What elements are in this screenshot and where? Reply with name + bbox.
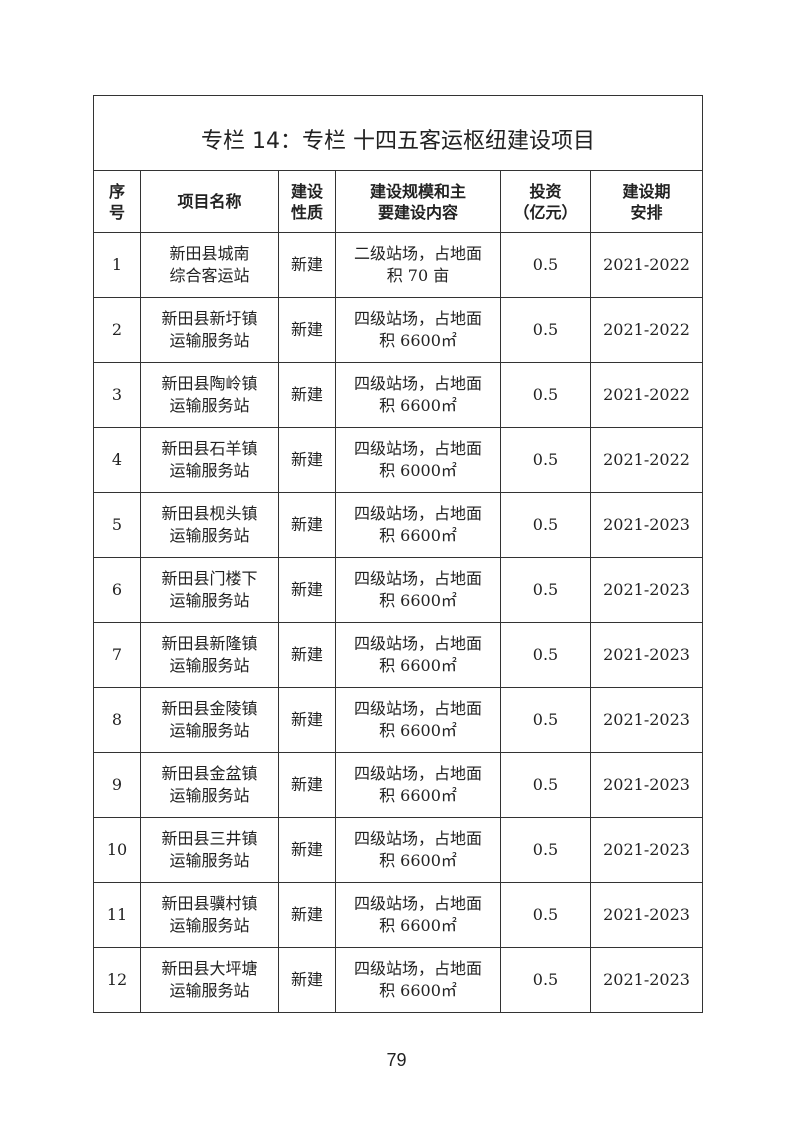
cell-period: 2021-2023	[589, 557, 704, 623]
cell-no: 5	[93, 492, 141, 558]
cell-type: 新建	[278, 817, 336, 883]
table-row: 1 新田县城南 综合客运站 新建 二级站场，占地面积 70 亩 0.5 2021-2022	[93, 232, 704, 298]
cell-name: 新田县新圩镇 运输服务站	[140, 297, 279, 363]
cell-name: 新田县骥村镇 运输服务站	[140, 882, 279, 948]
cell-type: 新建	[278, 297, 336, 363]
cell-no: 8	[93, 687, 141, 753]
cell-invest: 0.5	[500, 687, 591, 753]
cell-invest: 0.5	[500, 232, 591, 298]
cell-invest: 0.5	[500, 297, 591, 363]
header-no: 序号	[93, 170, 141, 233]
header-invest: 投资 （亿元）	[500, 170, 591, 233]
table-row: 6 新田县门楼下 运输服务站 新建 四级站场，占地面积 6600㎡ 0.5 2021-202…	[93, 557, 704, 623]
cell-no: 4	[93, 427, 141, 493]
cell-invest: 0.5	[500, 947, 591, 1013]
cell-scale: 四级站场，占地面积 6600㎡	[335, 557, 501, 623]
cell-name: 新田县大坪塘 运输服务站	[140, 947, 279, 1013]
cell-name: 新田县门楼下 运输服务站	[140, 557, 279, 623]
cell-period: 2021-2023	[589, 882, 704, 948]
cell-name: 新田县石羊镇 运输服务站	[140, 427, 279, 493]
cell-no: 7	[93, 622, 141, 688]
cell-period: 2021-2023	[589, 947, 704, 1013]
cell-type: 新建	[278, 492, 336, 558]
cell-name: 新田县城南 综合客运站	[140, 232, 279, 298]
table-row: 7 新田县新隆镇 运输服务站 新建 四级站场，占地面积 6600㎡ 0.5 2021-202…	[93, 622, 704, 688]
cell-scale: 四级站场，占地面积 6600㎡	[335, 297, 501, 363]
cell-type: 新建	[278, 687, 336, 753]
table-row: 10 新田县三井镇 运输服务站 新建 四级站场，占地面积 6600㎡ 0.5 2021-20…	[93, 817, 704, 883]
cell-type: 新建	[278, 622, 336, 688]
page-number: 79	[386, 1050, 407, 1070]
cell-type: 新建	[278, 427, 336, 493]
cell-period: 2021-2023	[589, 752, 704, 818]
cell-period: 2021-2022	[589, 427, 704, 493]
table-row: 2 新田县新圩镇 运输服务站 新建 四级站场，占地面积 6600㎡ 0.5 2021-202…	[93, 297, 704, 363]
cell-name: 新田县金盆镇 运输服务站	[140, 752, 279, 818]
cell-type: 新建	[278, 752, 336, 818]
cell-period: 2021-2022	[589, 362, 704, 428]
cell-invest: 0.5	[500, 622, 591, 688]
cell-type: 新建	[278, 882, 336, 948]
cell-invest: 0.5	[500, 817, 591, 883]
cell-type: 新建	[278, 362, 336, 428]
cell-period: 2021-2023	[589, 492, 704, 558]
cell-scale: 四级站场，占地面积 6600㎡	[335, 752, 501, 818]
cell-period: 2021-2023	[589, 817, 704, 883]
cell-scale: 二级站场，占地面积 70 亩	[335, 232, 501, 298]
cell-name: 新田县三井镇 运输服务站	[140, 817, 279, 883]
header-period: 建设期 安排	[589, 170, 704, 233]
cell-period: 2021-2023	[589, 622, 704, 688]
cell-type: 新建	[278, 947, 336, 1013]
cell-type: 新建	[278, 232, 336, 298]
cell-no: 1	[93, 232, 141, 298]
cell-invest: 0.5	[500, 427, 591, 493]
cell-scale: 四级站场，占地面积 6000㎡	[335, 427, 501, 493]
cell-invest: 0.5	[500, 882, 591, 948]
cell-name: 新田县枧头镇 运输服务站	[140, 492, 279, 558]
cell-invest: 0.5	[500, 492, 591, 558]
cell-name: 新田县金陵镇 运输服务站	[140, 687, 279, 753]
cell-period: 2021-2023	[589, 687, 704, 753]
table-row: 3 新田县陶岭镇 运输服务站 新建 四级站场，占地面积 6600㎡ 0.5 2021-202…	[93, 362, 704, 428]
header-row: 序号项目名称 建设 性质 建设规模和主 要建设内容 投资 （亿元） 建设期 安排	[93, 170, 704, 233]
cell-no: 12	[93, 947, 141, 1013]
cell-invest: 0.5	[500, 752, 591, 818]
header-scale: 建设规模和主 要建设内容	[335, 170, 501, 233]
cell-scale: 四级站场，占地面积 6600㎡	[335, 492, 501, 558]
cell-scale: 四级站场，占地面积 6600㎡	[335, 947, 501, 1013]
cell-scale: 四级站场，占地面积 6600㎡	[335, 687, 501, 753]
table-row: 11 新田县骥村镇 运输服务站 新建 四级站场，占地面积 6600㎡ 0.5 2021-20…	[93, 882, 704, 948]
cell-name: 新田县陶岭镇 运输服务站	[140, 362, 279, 428]
cell-type: 新建	[278, 557, 336, 623]
table-row: 9 新田县金盆镇 运输服务站 新建 四级站场，占地面积 6600㎡ 0.5 2021-202…	[93, 752, 704, 818]
cell-scale: 四级站场，占地面积 6600㎡	[335, 362, 501, 428]
project-table: 专栏 14：专栏 十四五客运枢纽建设项目 序号项目名称 建设 性质 建设规模和主 要建设…	[92, 95, 704, 1013]
cell-no: 11	[93, 882, 141, 948]
table-row: 8 新田县金陵镇 运输服务站 新建 四级站场，占地面积 6600㎡ 0.5 2021-202…	[93, 687, 704, 753]
cell-no: 2	[93, 297, 141, 363]
cell-scale: 四级站场，占地面积 6600㎡	[335, 622, 501, 688]
table-row: 5 新田县枧头镇 运输服务站 新建 四级站场，占地面积 6600㎡ 0.5 2021-202…	[93, 492, 704, 558]
table-title: 专栏 14：专栏 十四五客运枢纽建设项目	[92, 95, 704, 171]
header-name: 项目名称	[140, 170, 279, 233]
cell-name: 新田县新隆镇 运输服务站	[140, 622, 279, 688]
table-row: 4 新田县石羊镇 运输服务站 新建 四级站场，占地面积 6000㎡ 0.5 2021-202…	[93, 427, 704, 493]
cell-invest: 0.5	[500, 557, 591, 623]
cell-invest: 0.5	[500, 362, 591, 428]
table-row: 12 新田县大坪塘 运输服务站 新建 四级站场，占地面积 6600㎡ 0.5 2021-20…	[93, 947, 704, 1013]
cell-scale: 四级站场，占地面积 6600㎡	[335, 817, 501, 883]
header-type: 建设 性质	[278, 170, 336, 233]
cell-period: 2021-2022	[589, 297, 704, 363]
cell-period: 2021-2022	[589, 232, 704, 298]
cell-no: 3	[93, 362, 141, 428]
cell-no: 10	[93, 817, 141, 883]
cell-no: 9	[93, 752, 141, 818]
cell-scale: 四级站场，占地面积 6600㎡	[335, 882, 501, 948]
cell-no: 6	[93, 557, 141, 623]
